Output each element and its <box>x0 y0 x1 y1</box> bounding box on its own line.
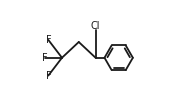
Text: F: F <box>45 71 51 81</box>
Text: Cl: Cl <box>91 21 100 31</box>
Text: F: F <box>45 35 51 45</box>
Text: F: F <box>42 53 47 63</box>
